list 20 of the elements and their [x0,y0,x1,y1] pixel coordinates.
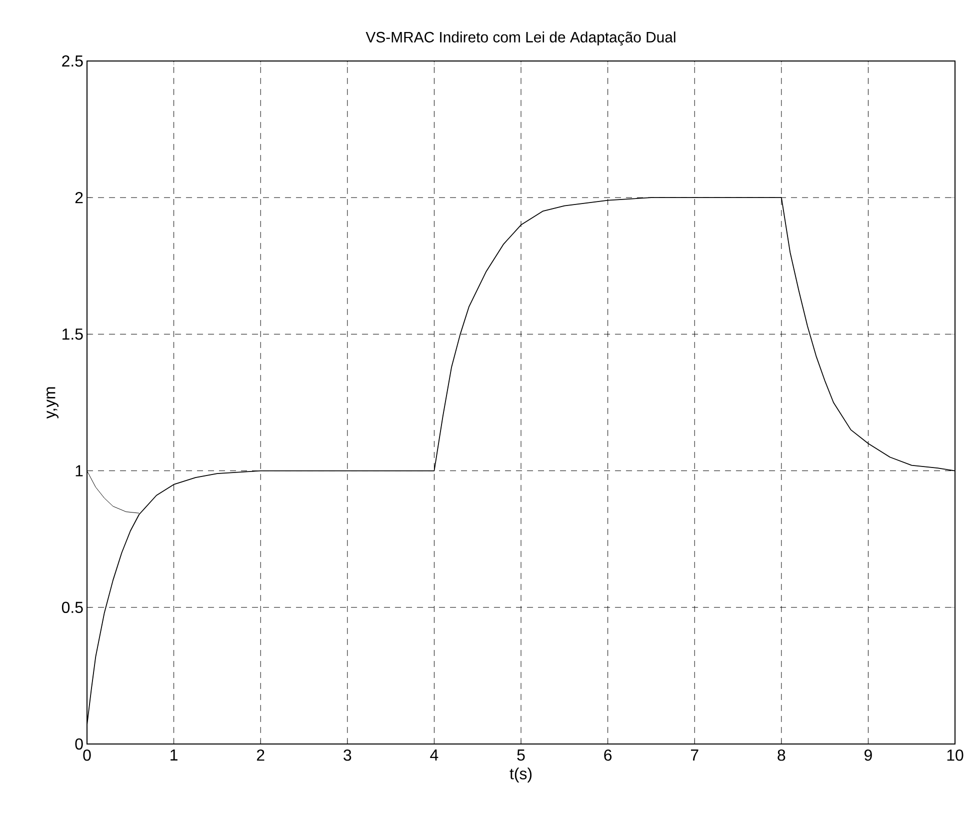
x-tick-label: 7 [690,750,698,760]
x-tick-label: 4 [430,750,438,760]
x-tick-label: 1 [170,750,178,760]
chart-title: VS-MRAC Indireto com Lei de Adaptação Dual [366,31,676,46]
x-tick-label: 3 [344,750,352,761]
y-tick-label: 0.5 [62,602,83,614]
y-tick-label: 0 [75,738,83,750]
x-tick-label: 2 [256,750,264,761]
y-tick-label: 2.5 [62,55,83,67]
y-tick-label: 1.5 [62,328,83,340]
y-tick-label: 1 [76,465,83,476]
x-tick-label: 8 [778,750,786,761]
x-axis-title: t(s) [510,768,532,782]
y-axis-title: y,ym [46,387,58,419]
y-tick-label: 2 [75,192,83,204]
x-tick-label: 9 [864,750,872,761]
x-tick-label: 6 [604,750,612,761]
x-tick-label: 5 [517,750,525,761]
x-tick-label: 10 [947,750,964,761]
x-tick-label: 0 [83,750,91,761]
